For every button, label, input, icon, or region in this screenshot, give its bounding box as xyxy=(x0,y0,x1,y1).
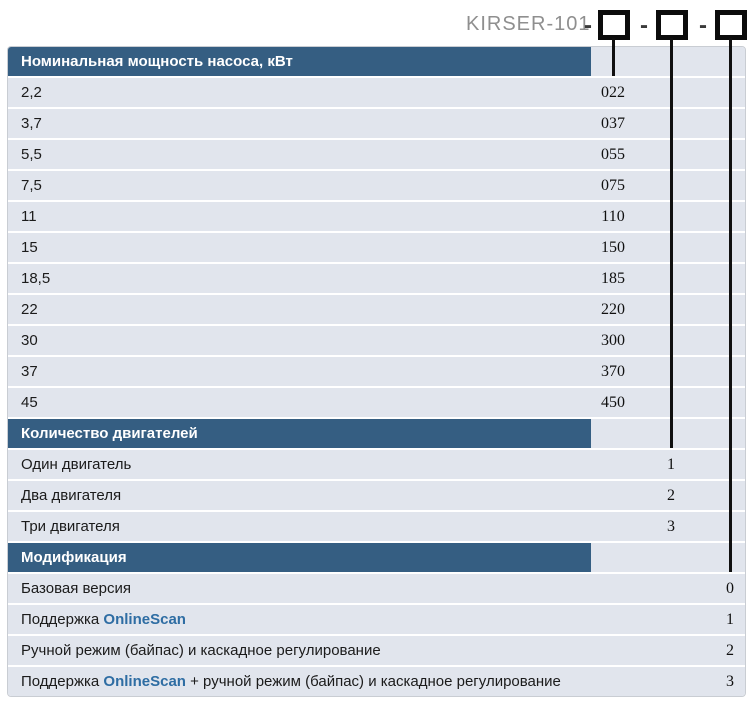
table-row: Два двигателя 2 xyxy=(8,481,745,510)
row-label: Ручной режим (байпас) и каскадное регули… xyxy=(21,642,381,659)
table-row: Базовая версия 0 xyxy=(8,574,745,603)
code-slot-box-3 xyxy=(715,10,747,40)
model-code-prefix: KIRSER-101 xyxy=(466,13,591,35)
row-code-value: 185 xyxy=(601,269,625,287)
section-header-pump-power: Номинальная мощность насоса, кВт xyxy=(8,47,745,76)
code-dash-separator: - xyxy=(640,12,648,39)
row-label: 11 xyxy=(21,208,37,225)
row-label: 2,2 xyxy=(21,84,42,101)
table-row: 30 300 xyxy=(8,326,745,355)
table-row: 3,7 037 xyxy=(8,109,745,138)
row-label: 30 xyxy=(21,332,38,349)
row-code-value: 022 xyxy=(601,83,625,101)
code-dash-separator: - xyxy=(699,12,707,39)
row-code-value: 1 xyxy=(667,455,675,473)
row-label: 45 xyxy=(21,394,38,411)
row-label: Поддержка xyxy=(21,673,104,690)
row-label: 18,5 xyxy=(21,270,51,287)
connector-line-motors xyxy=(670,38,673,448)
row-label: Базовая версия xyxy=(21,580,131,597)
table-row: 45 450 xyxy=(8,388,745,417)
row-label: 22 xyxy=(21,301,38,318)
section-header-motor-count: Количество двигателей xyxy=(8,419,745,448)
row-label: Один двигатель xyxy=(21,456,132,473)
onlinescan-brand-label: OnlineScan xyxy=(103,611,186,628)
code-dash-separator: - xyxy=(584,12,592,39)
table-row: Ручной режим (байпас) и каскадное регули… xyxy=(8,636,745,665)
section-header-spacer xyxy=(591,419,745,448)
connector-line-power xyxy=(612,38,615,76)
row-code-value: 0 xyxy=(726,579,734,597)
row-code-value: 2 xyxy=(667,486,675,504)
row-code-value: 150 xyxy=(601,238,625,256)
row-label: 3,7 xyxy=(21,115,42,132)
row-code-value: 450 xyxy=(601,393,625,411)
nomenclature-table: Номинальная мощность насоса, кВт 2,2 022… xyxy=(7,46,746,697)
table-row: Поддержка OnlineScan + ручной режим (бай… xyxy=(8,667,745,696)
section-header-label: Количество двигателей xyxy=(8,419,591,448)
table-row: 7,5 075 xyxy=(8,171,745,200)
row-label: 37 xyxy=(21,363,38,380)
code-slot-box-2 xyxy=(656,10,688,40)
section-header-label: Модификация xyxy=(8,543,591,572)
row-label: Три двигателя xyxy=(21,518,120,535)
row-code-value: 300 xyxy=(601,331,625,349)
row-label: Поддержка xyxy=(21,611,104,628)
connector-line-modification xyxy=(729,38,732,572)
row-label: 5,5 xyxy=(21,146,42,163)
row-label: Два двигателя xyxy=(21,487,122,504)
row-label-suffix: + ручной режим (байпас) и каскадное регу… xyxy=(185,673,561,690)
code-slot-box-1 xyxy=(598,10,630,40)
section-header-modification: Модификация xyxy=(8,543,745,572)
row-code-value: 2 xyxy=(726,641,734,659)
row-code-value: 370 xyxy=(601,362,625,380)
table-row: Один двигатель 1 xyxy=(8,450,745,479)
section-header-spacer xyxy=(591,47,745,76)
row-code-value: 1 xyxy=(726,610,734,628)
table-row: 18,5 185 xyxy=(8,264,745,293)
table-row: Три двигателя 3 xyxy=(8,512,745,541)
table-row: 5,5 055 xyxy=(8,140,745,169)
table-row: 22 220 xyxy=(8,295,745,324)
row-code-value: 075 xyxy=(601,176,625,194)
section-header-spacer xyxy=(591,543,745,572)
row-label: 15 xyxy=(21,239,38,256)
section-header-label: Номинальная мощность насоса, кВт xyxy=(8,47,591,76)
row-code-value: 3 xyxy=(667,517,675,535)
table-row: 37 370 xyxy=(8,357,745,386)
table-row: 2,2 022 xyxy=(8,78,745,107)
row-code-value: 055 xyxy=(601,145,625,163)
row-code-value: 037 xyxy=(601,114,625,132)
row-code-value: 220 xyxy=(601,300,625,318)
row-code-value: 110 xyxy=(601,207,625,225)
row-code-value: 3 xyxy=(726,672,734,690)
table-row: Поддержка OnlineScan 1 xyxy=(8,605,745,634)
table-row: 11 110 xyxy=(8,202,745,231)
onlinescan-brand-label: OnlineScan xyxy=(103,673,186,690)
row-label: 7,5 xyxy=(21,177,42,194)
table-row: 15 150 xyxy=(8,233,745,262)
